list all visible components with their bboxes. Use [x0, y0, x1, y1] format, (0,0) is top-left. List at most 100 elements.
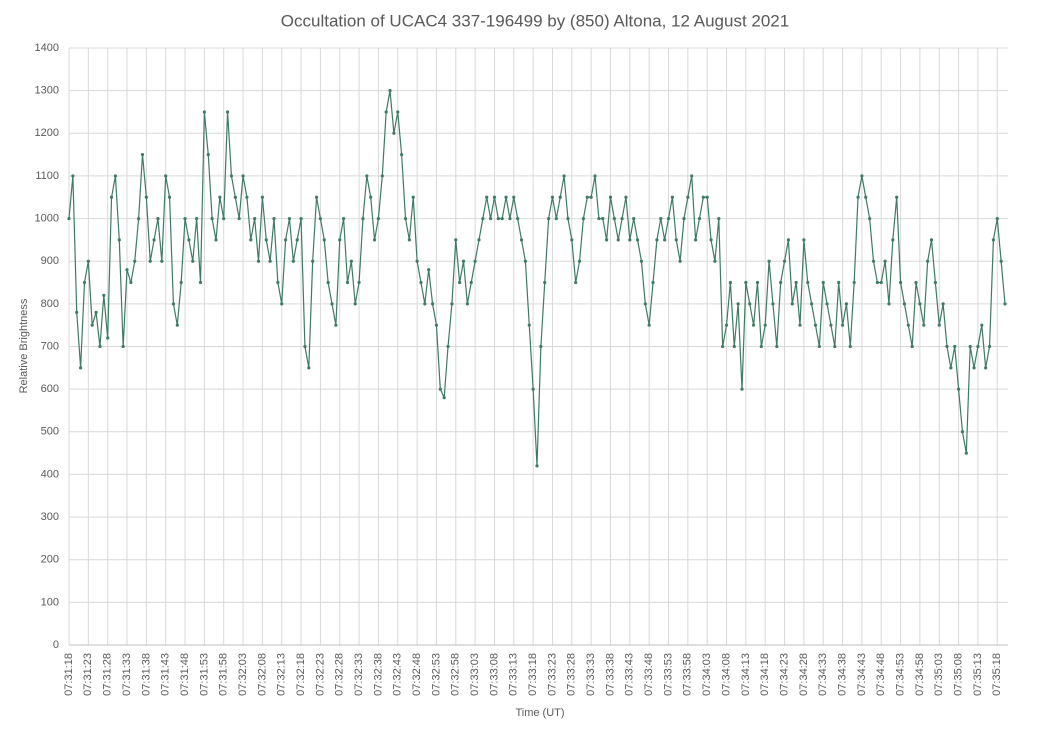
data-point [933, 280, 937, 285]
data-point [964, 451, 968, 455]
data-point [624, 195, 628, 199]
data-point [922, 323, 926, 327]
data-point [883, 259, 887, 263]
x-tick-label: 07:34:33 [817, 653, 829, 696]
data-point [140, 153, 145, 157]
x-tick-label: 07:33:38 [604, 653, 616, 696]
data-point [303, 344, 307, 349]
data-point [674, 238, 678, 242]
data-point [914, 280, 918, 285]
data-point [732, 344, 736, 349]
x-axis-title: Time (UT) [515, 707, 564, 719]
data-point [233, 195, 237, 199]
data-point [748, 302, 752, 306]
data-point [508, 216, 512, 221]
data-point [102, 293, 106, 297]
data-point [519, 238, 524, 242]
data-point [90, 323, 94, 327]
x-tick-label: 07:34:08 [720, 653, 732, 696]
data-point [763, 323, 767, 327]
data-point [771, 302, 775, 306]
y-tick-label: 700 [41, 340, 59, 352]
x-tick-label: 07:34:43 [856, 653, 868, 696]
data-point [191, 259, 195, 263]
data-point [790, 302, 794, 306]
x-tick-label: 07:32:48 [411, 653, 423, 696]
data-point [713, 259, 717, 263]
data-point [597, 216, 601, 221]
data-point [260, 195, 264, 199]
data-point [543, 280, 547, 285]
data-point [690, 174, 694, 178]
data-point [775, 344, 779, 349]
data-point [183, 216, 187, 221]
data-point [968, 344, 972, 349]
y-tick-label: 800 [41, 298, 59, 310]
data-point [601, 216, 605, 221]
data-point [844, 302, 849, 306]
data-point [229, 174, 234, 178]
data-point [620, 216, 624, 221]
data-point [786, 238, 791, 242]
data-point [980, 323, 984, 327]
data-point [222, 216, 226, 221]
x-tick-label: 07:34:38 [836, 653, 848, 696]
data-point [891, 238, 895, 242]
data-point [871, 259, 876, 263]
data-point [806, 280, 810, 285]
data-point [833, 344, 837, 349]
data-point [427, 268, 431, 272]
data-point [682, 216, 686, 221]
data-point [813, 323, 818, 327]
data-point [481, 216, 485, 221]
data-point [237, 216, 241, 221]
y-tick-label: 1200 [35, 127, 59, 139]
data-point [461, 259, 466, 263]
data-point [864, 195, 868, 199]
data-point [709, 238, 713, 242]
x-tick-label: 07:33:48 [643, 653, 655, 696]
data-point [225, 110, 230, 114]
x-tick-label: 07:32:28 [334, 653, 346, 696]
x-tick-label: 07:33:23 [546, 653, 558, 696]
x-tick-label: 07:34:23 [778, 653, 790, 696]
data-point [605, 238, 609, 242]
data-point [523, 259, 527, 263]
data-point [369, 195, 373, 199]
data-point [759, 344, 763, 349]
data-point [995, 216, 999, 221]
y-tick-label: 500 [41, 426, 59, 438]
x-tick-label: 07:34:48 [875, 653, 887, 696]
data-point [670, 195, 674, 199]
data-point [454, 238, 458, 242]
y-tick-label: 0 [53, 639, 59, 651]
data-point [318, 216, 323, 221]
data-point [148, 259, 152, 263]
data-point [98, 344, 102, 349]
data-point [492, 195, 497, 199]
data-point [407, 238, 411, 242]
data-point [164, 174, 168, 178]
chart-title: Occultation of UCAC4 337-196499 by (850)… [281, 11, 789, 30]
y-tick-label: 1300 [35, 85, 59, 97]
data-point [500, 216, 504, 221]
data-point [926, 259, 930, 263]
data-point [663, 238, 667, 242]
data-point [1003, 302, 1007, 306]
data-point [206, 153, 210, 157]
x-tick-label: 07:31:53 [198, 653, 210, 696]
data-point [326, 280, 330, 285]
data-point [655, 238, 659, 242]
data-point [272, 216, 276, 221]
y-tick-label: 1000 [35, 212, 59, 224]
data-point [868, 216, 872, 221]
data-point [875, 280, 879, 285]
y-tick-label: 900 [41, 255, 59, 267]
data-point [488, 216, 493, 221]
x-tick-label: 07:31:48 [179, 653, 191, 696]
data-point [728, 280, 732, 285]
data-point [218, 195, 222, 199]
data-point [334, 323, 338, 327]
data-point [473, 259, 477, 263]
